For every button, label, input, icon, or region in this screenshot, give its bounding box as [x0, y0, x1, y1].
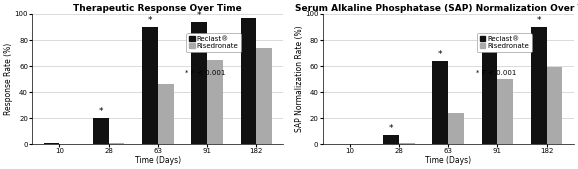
Text: *: *	[438, 50, 443, 59]
Bar	[207, 59, 223, 144]
Bar	[547, 67, 562, 144]
Bar	[432, 61, 448, 144]
Bar	[498, 79, 513, 144]
Bar	[256, 48, 272, 144]
Bar	[93, 118, 109, 144]
Bar	[142, 27, 158, 144]
Bar	[240, 18, 256, 144]
Title: Serum Alkaline Phosphatase (SAP) Normalization Over Time: Serum Alkaline Phosphatase (SAP) Normali…	[295, 4, 578, 13]
Bar	[383, 135, 399, 144]
Text: *: *	[487, 34, 492, 43]
Text: *: *	[148, 16, 152, 25]
Legend: Reclast®, Risedronate: Reclast®, Risedronate	[187, 33, 242, 52]
Bar	[158, 84, 173, 144]
X-axis label: Time (Days): Time (Days)	[425, 156, 471, 165]
Bar	[481, 45, 498, 144]
Bar	[448, 113, 464, 144]
X-axis label: Time (Days): Time (Days)	[135, 156, 181, 165]
Bar	[531, 27, 547, 144]
Text: *: *	[389, 124, 394, 133]
Text: *: *	[197, 11, 201, 20]
Y-axis label: SAP Normalization Rate (%): SAP Normalization Rate (%)	[295, 26, 303, 132]
Bar	[191, 22, 207, 144]
Bar	[399, 143, 415, 144]
Bar	[109, 143, 124, 144]
Bar	[44, 143, 60, 144]
Legend: Reclast®, Risedronate: Reclast®, Risedronate	[477, 33, 532, 52]
Text: *: *	[536, 16, 541, 25]
Text: *: *	[98, 107, 103, 116]
Text: * P < 0.001: * P < 0.001	[476, 70, 516, 76]
Title: Therapeutic Response Over Time: Therapeutic Response Over Time	[73, 4, 242, 13]
Y-axis label: Response Rate (%): Response Rate (%)	[4, 43, 13, 115]
Text: * P < 0.001: * P < 0.001	[186, 70, 226, 76]
